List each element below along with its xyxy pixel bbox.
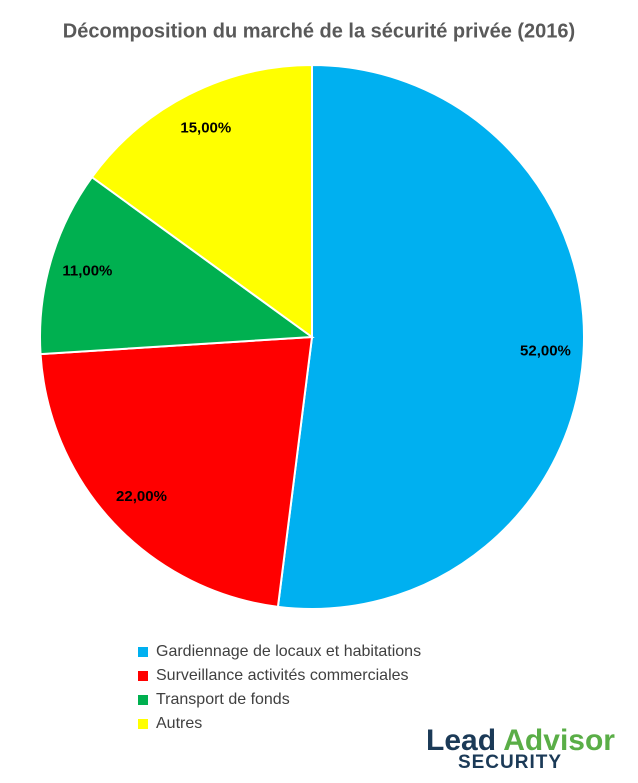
legend-swatch <box>138 647 148 657</box>
legend-label: Surveillance activités commerciales <box>156 667 409 684</box>
legend-label: Autres <box>156 715 202 732</box>
pie-slice <box>39 175 315 356</box>
pie-slice <box>39 335 314 608</box>
data-label: 15,00% <box>180 120 231 137</box>
legend-swatch <box>138 695 148 705</box>
data-label: 52,00% <box>520 343 571 360</box>
chart-title: Décomposition du marché de la sécurité p… <box>63 20 575 42</box>
logo: Lead Advisor <box>426 724 615 757</box>
legend-label: Transport de fonds <box>156 691 290 708</box>
legend-label: Gardiennage de locaux et habitations <box>156 643 421 660</box>
data-label: 22,00% <box>116 488 167 505</box>
pie-slice <box>276 63 585 610</box>
pie-slice <box>90 63 313 339</box>
legend-swatch <box>138 719 148 729</box>
logo-lead: Lead <box>426 724 496 757</box>
logo-sub: SECURITY <box>458 752 562 773</box>
logo-advisor: Advisor <box>503 724 615 757</box>
legend-swatch <box>138 671 148 681</box>
data-label: 11,00% <box>62 263 112 280</box>
